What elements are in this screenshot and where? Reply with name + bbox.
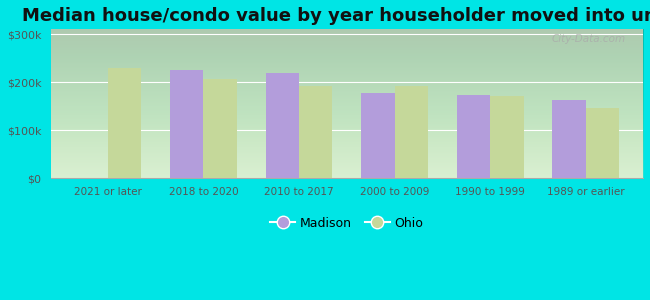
Bar <box>299 86 333 178</box>
Bar <box>203 79 237 178</box>
Title: Median house/condo value by year householder moved into unit: Median house/condo value by year househo… <box>22 7 650 25</box>
Bar <box>266 74 299 178</box>
Text: City-Data.com: City-Data.com <box>551 34 625 44</box>
Bar <box>586 108 619 178</box>
Bar <box>490 96 524 178</box>
Bar <box>361 93 395 178</box>
Legend: Madison, Ohio: Madison, Ohio <box>265 212 428 235</box>
Bar <box>457 94 490 178</box>
Bar <box>552 100 586 178</box>
Bar <box>395 86 428 178</box>
Bar <box>170 70 203 178</box>
Bar <box>108 68 142 178</box>
